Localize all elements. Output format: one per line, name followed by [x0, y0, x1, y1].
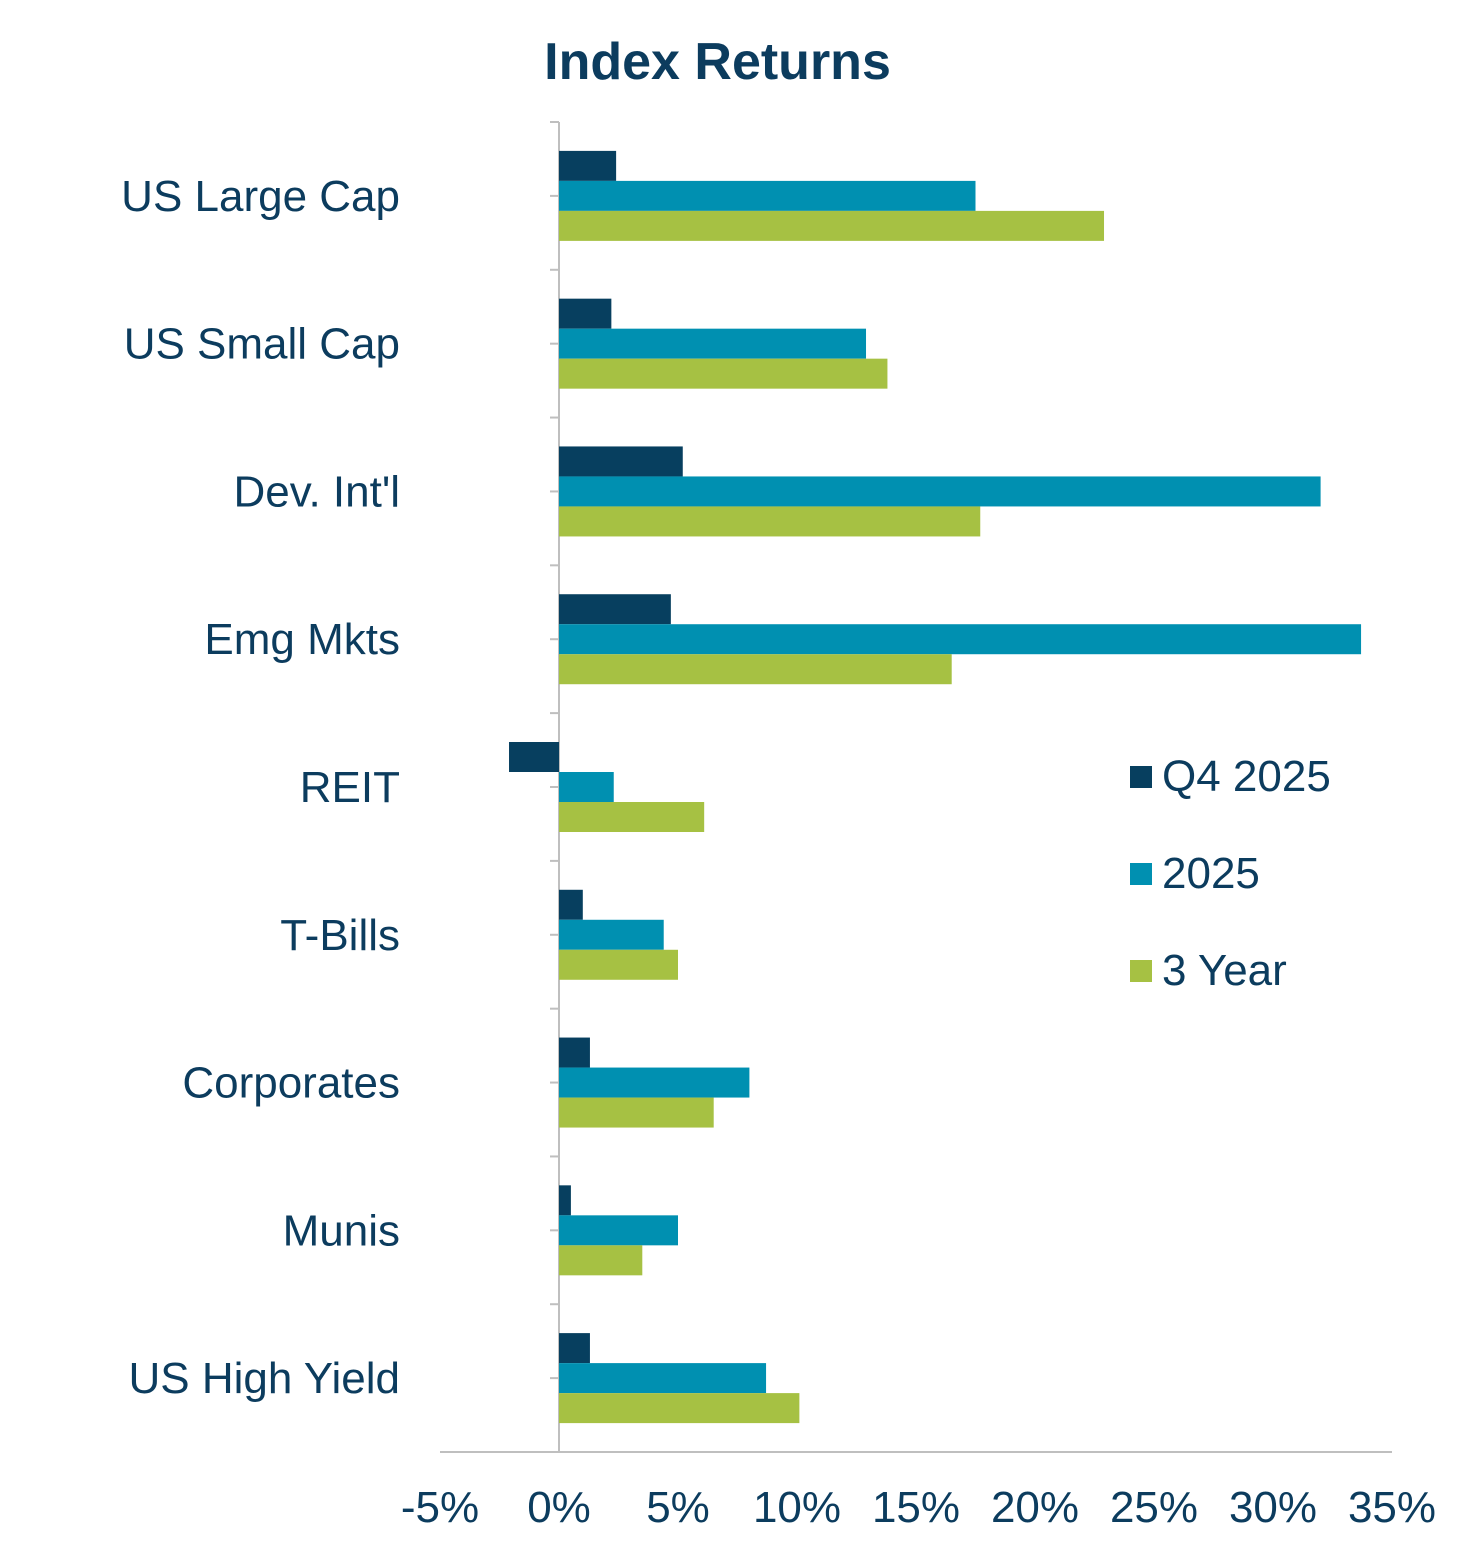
bars — [509, 150, 1362, 1424]
bar — [559, 889, 583, 920]
category-label: Corporates — [182, 1059, 400, 1108]
legend-swatch — [1130, 959, 1152, 982]
bar — [559, 1067, 750, 1098]
category-label: T-Bills — [280, 911, 400, 960]
legend-label: 2025 — [1162, 848, 1260, 898]
x-tick-label: 25% — [1110, 1483, 1198, 1532]
x-tick-label: -5% — [401, 1483, 479, 1532]
bar — [559, 1245, 643, 1276]
category-label: US Small Cap — [124, 320, 400, 369]
bar — [509, 742, 559, 772]
labels: US Large Cap US Small Cap Dev. Int'l Emg Mk… — [121, 172, 1436, 1532]
bar — [559, 624, 1362, 655]
category-label: Munis — [283, 1206, 400, 1255]
bar — [559, 1393, 800, 1424]
legend-swatch — [1130, 862, 1152, 885]
bar — [559, 594, 671, 625]
x-tick-label: 30% — [1229, 1483, 1317, 1532]
category-label: US High Yield — [129, 1354, 400, 1403]
bar — [559, 506, 981, 537]
legend-item: 3 Year — [1130, 922, 1331, 1019]
chart-title: Index Returns — [544, 33, 891, 91]
bar — [559, 1363, 767, 1394]
bar — [559, 919, 664, 950]
bar — [559, 476, 1321, 507]
x-tick-label: 0% — [527, 1483, 591, 1532]
legend-swatch — [1130, 765, 1152, 788]
x-tick-label: 15% — [872, 1483, 960, 1532]
category-label: Emg Mkts — [204, 615, 400, 664]
bar — [559, 1333, 590, 1364]
category-label: REIT — [300, 763, 400, 812]
legend-label: Q4 2025 — [1162, 751, 1331, 801]
bar — [559, 654, 952, 685]
bar — [559, 358, 888, 389]
bar — [559, 1097, 714, 1128]
legend: Q4 2025 2025 3 Year — [1130, 728, 1331, 1019]
bar — [559, 298, 612, 329]
bar — [559, 180, 976, 211]
x-tick-label: 5% — [646, 1483, 710, 1532]
x-tick-label: 10% — [753, 1483, 841, 1532]
bar — [559, 949, 678, 980]
bar — [559, 1185, 571, 1216]
legend-item: 2025 — [1130, 825, 1331, 922]
bar — [559, 328, 867, 359]
legend-label: 3 Year — [1162, 945, 1287, 995]
legend-item: Q4 2025 — [1130, 728, 1331, 825]
bar — [559, 1215, 678, 1246]
bar — [559, 210, 1105, 241]
bar — [559, 1037, 590, 1068]
bar — [559, 802, 705, 832]
bar — [559, 772, 614, 802]
category-label: US Large Cap — [121, 172, 400, 221]
x-tick-label: 20% — [991, 1483, 1079, 1532]
bar — [559, 446, 683, 477]
x-tick-label: 35% — [1348, 1483, 1436, 1532]
category-label: Dev. Int'l — [233, 467, 400, 516]
bar — [559, 150, 617, 181]
